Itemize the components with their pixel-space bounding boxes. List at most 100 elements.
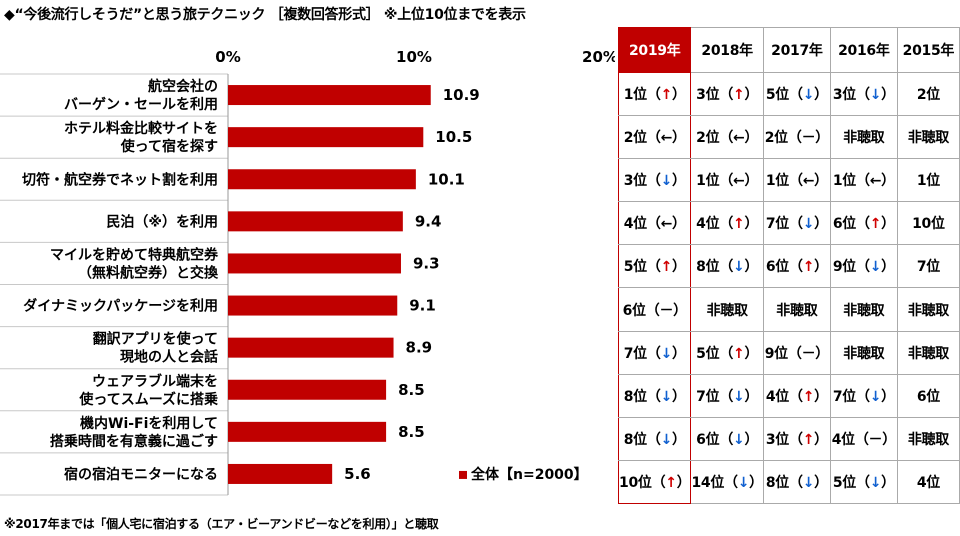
year-header: 2015年	[896, 27, 960, 73]
rank-value: 4位	[916, 474, 940, 491]
paren-open: （	[646, 431, 661, 448]
arrow-up-icon: ↑	[660, 259, 673, 276]
table-row: 8位（↓） 7位（↓） 4位（↑） 7位（↓） 6位	[617, 373, 960, 418]
table-row: 7位（↓） 5位（↑） 9位（－） 非聴取 非聴取	[617, 330, 960, 375]
rank-cell: 8位（↓）	[617, 416, 692, 461]
chart-legend: 全体【n=2000】	[459, 466, 588, 483]
bar	[228, 337, 394, 358]
paren-open: （	[789, 474, 803, 491]
paren-close: ）	[881, 388, 895, 405]
rank-value: 7位	[916, 259, 940, 276]
paren-close: ）	[881, 216, 895, 233]
rank-value: 3位	[765, 431, 790, 448]
dash-icon: －	[801, 130, 816, 147]
rank-value: 5位	[623, 259, 647, 276]
paren-open: （	[787, 130, 802, 147]
rank-cell: 3位（↑）	[762, 416, 831, 461]
bar	[228, 295, 398, 316]
rank-value: 3位	[696, 87, 720, 104]
bar-value-label: 10.5	[435, 128, 472, 146]
rank-cell: 5位（↓）	[762, 71, 831, 117]
category-label-line: バーゲン・セールを利用	[64, 96, 218, 113]
bar	[228, 85, 431, 106]
arrow-down-icon: ↓	[733, 431, 745, 448]
rank-cell: 5位（↑）	[617, 244, 692, 289]
rank-value: 1位	[832, 173, 856, 190]
table-row: 4位（←） 4位（↑） 7位（↓） 6位（↑） 10位	[617, 201, 960, 246]
arrow-up-icon: ↑	[660, 87, 673, 104]
bar	[228, 463, 333, 484]
rank-cell: 非聴取	[829, 115, 898, 160]
arrow-left-icon: ←	[869, 173, 882, 190]
paren-open: （	[789, 87, 803, 104]
rank-cell: 3位（↑）	[690, 71, 764, 117]
category-label-line: 機内Wi-Fiを利用して	[80, 415, 218, 432]
arrow-down-icon: ↓	[660, 431, 673, 448]
rank-value: 非聴取	[907, 130, 949, 147]
rank-cell: 2位（←）	[690, 115, 764, 160]
category-label-line: 切符・航空券でネット割を利用	[22, 171, 218, 188]
rank-cell: 非聴取	[896, 416, 960, 461]
arrow-left-icon: ←	[733, 130, 745, 147]
rank-value: 非聴取	[843, 130, 885, 147]
paren-close: ）	[744, 431, 759, 448]
rank-value: 非聴取	[907, 302, 949, 319]
rank-value: 10位	[619, 474, 652, 491]
arrow-left-icon: ←	[733, 173, 745, 190]
rank-cell: 非聴取	[690, 287, 764, 332]
rank-cell: 6位（↑）	[762, 244, 831, 289]
rank-value: 6位	[832, 216, 856, 233]
category-label-line: 使って宿を探す	[120, 138, 218, 155]
paren-close: ）	[814, 216, 828, 233]
rank-cell: 7位（↓）	[762, 201, 831, 246]
arrow-down-icon: ↓	[802, 216, 815, 233]
rank-cell: 10位（↑）	[617, 459, 692, 504]
category-label-line: マイルを貯めて特典航空券	[50, 246, 219, 263]
paren-close: ）	[672, 388, 686, 405]
category-label-line: 民泊（※）を利用	[106, 213, 218, 230]
paren-open: （	[651, 474, 666, 491]
rank-value: 非聴取	[776, 302, 818, 319]
bar-value-label: 10.9	[443, 86, 480, 104]
rank-value: 4位	[623, 216, 647, 233]
paren-close: ）	[744, 345, 759, 362]
paren-open: （	[719, 216, 734, 233]
rank-value: 5位	[696, 345, 720, 362]
rank-value: 14位	[691, 474, 725, 491]
paren-open: （	[719, 388, 734, 405]
paren-open: （	[787, 345, 802, 362]
rank-value: 8位	[765, 474, 790, 491]
paren-open: （	[719, 431, 734, 448]
rank-value: 7位	[832, 388, 856, 405]
x-tick-label: 0%	[215, 48, 240, 66]
paren-close: ）	[814, 474, 828, 491]
paren-close: ）	[881, 259, 895, 276]
paren-close: ）	[815, 345, 829, 362]
rank-cell: 6位	[896, 373, 960, 418]
rank-cell: 8位（↓）	[617, 373, 692, 418]
paren-open: （	[719, 173, 734, 190]
bar	[228, 421, 387, 442]
table-row: 6位（－） 非聴取 非聴取 非聴取 非聴取	[617, 287, 960, 332]
paren-open: （	[855, 388, 870, 405]
paren-close: ）	[672, 345, 686, 362]
rank-value: 7位	[696, 388, 720, 405]
rank-value: 9位	[764, 345, 788, 362]
paren-open: （	[645, 302, 660, 319]
category-label: 切符・航空券でネット割を利用	[22, 171, 218, 188]
paren-open: （	[719, 87, 734, 104]
paren-close: ）	[672, 87, 686, 104]
arrow-down-icon: ↓	[802, 87, 815, 104]
paren-open: （	[789, 388, 803, 405]
rank-value: 6位	[696, 431, 720, 448]
paren-open: （	[646, 87, 661, 104]
ranking-table: 2019年 2018年 2017年 2016年 2015年 1位（↑） 3位（↑） 5位（↓…	[617, 27, 960, 504]
arrow-down-icon: ↓	[660, 345, 673, 362]
paren-close: ）	[881, 87, 895, 104]
rank-cell: 3位（↓）	[829, 71, 898, 117]
paren-open: （	[719, 259, 734, 276]
paren-close: ）	[882, 431, 896, 448]
bar-value-label: 8.5	[398, 423, 425, 441]
rank-cell: 9位（－）	[762, 330, 831, 375]
rank-value: 5位	[765, 87, 790, 104]
